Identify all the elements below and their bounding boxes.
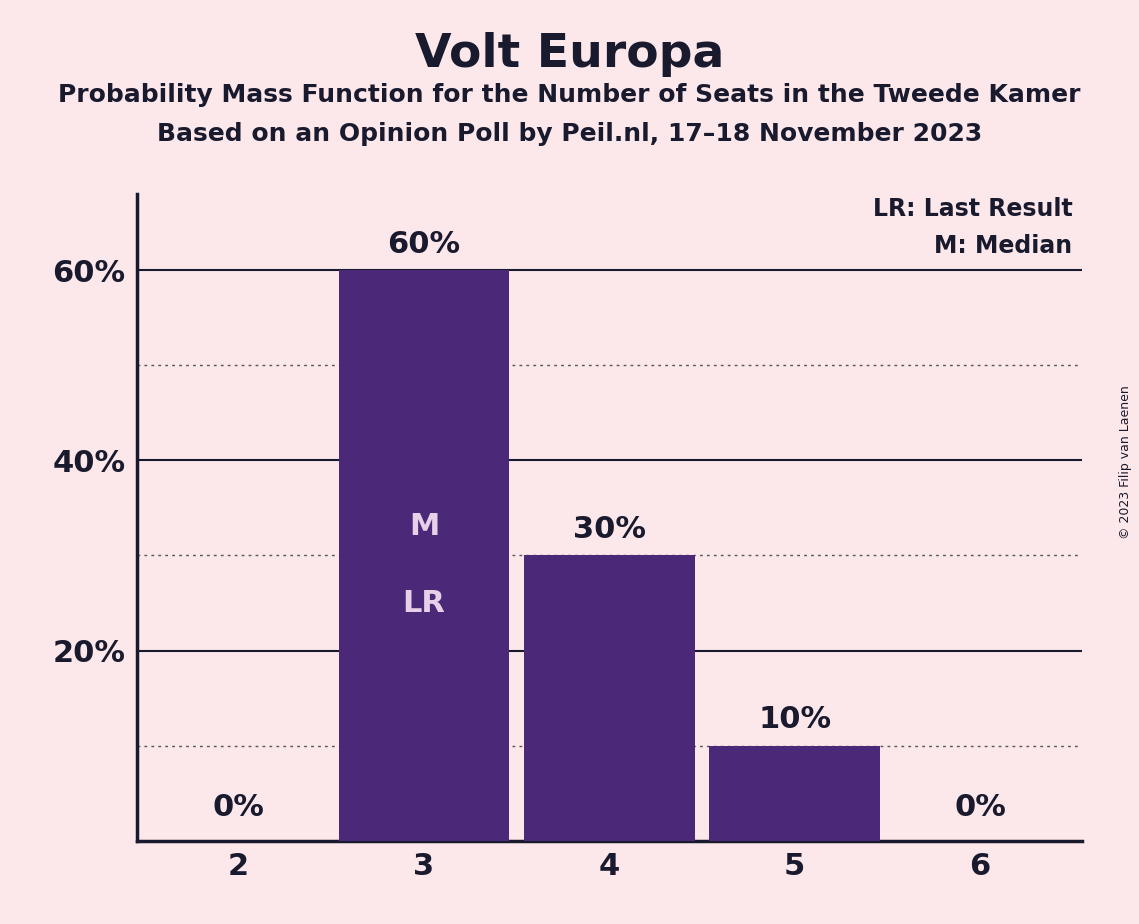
Text: 10%: 10% (759, 705, 831, 735)
Text: LR: Last Result: LR: Last Result (872, 198, 1073, 221)
Text: LR: LR (402, 589, 445, 617)
Text: 0%: 0% (954, 793, 1006, 821)
Bar (524, 555, 695, 841)
Text: M: M (409, 513, 440, 541)
Text: 60%: 60% (387, 230, 460, 259)
Text: © 2023 Filip van Laenen: © 2023 Filip van Laenen (1118, 385, 1132, 539)
Text: M: Median: M: Median (934, 234, 1073, 258)
Bar (338, 270, 509, 841)
Text: 30%: 30% (573, 515, 646, 544)
Text: Probability Mass Function for the Number of Seats in the Tweede Kamer: Probability Mass Function for the Number… (58, 83, 1081, 107)
Bar (710, 746, 880, 841)
Text: 0%: 0% (213, 793, 264, 821)
Text: Based on an Opinion Poll by Peil.nl, 17–18 November 2023: Based on an Opinion Poll by Peil.nl, 17–… (157, 122, 982, 146)
Text: Volt Europa: Volt Europa (415, 32, 724, 78)
